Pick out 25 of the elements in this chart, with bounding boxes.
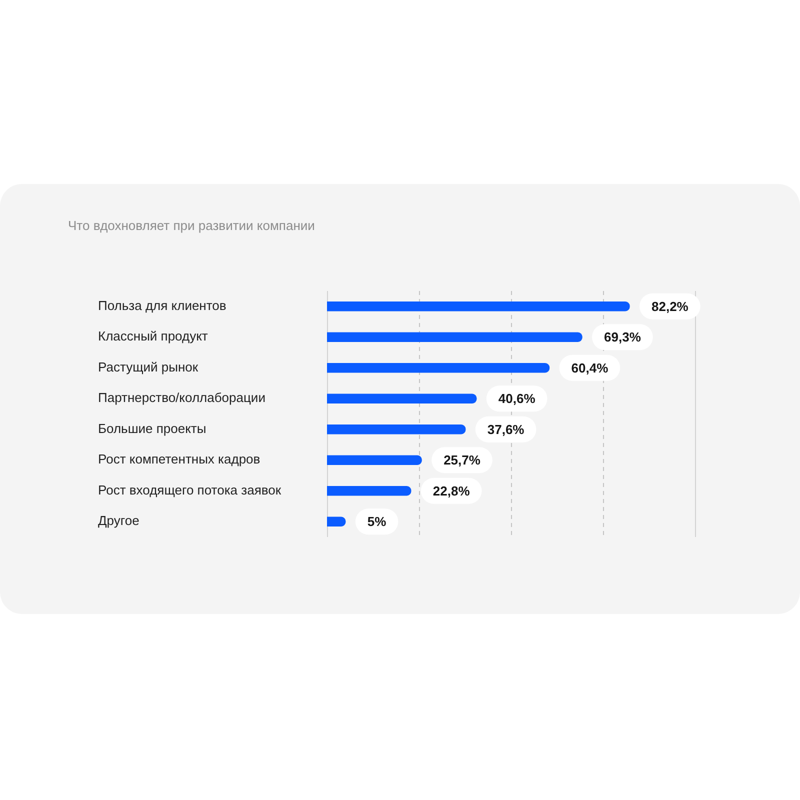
y-tick-label: Рост входящего потока заявок [98,482,282,498]
bar [327,332,582,342]
bar [327,516,346,526]
data-label: 82,2% [651,298,689,314]
bar [327,486,412,496]
bar [327,424,466,434]
data-label: 40,6% [498,391,536,406]
data-label: 69,3% [604,330,642,345]
y-tick-label: Растущий рынок [98,359,198,374]
data-label: 60,4% [571,360,609,376]
data-label: 5% [367,514,387,530]
bar [327,394,477,404]
y-tick-label: Классный продукт [98,328,208,344]
bar [327,302,630,312]
y-tick-label: Польза для клиентов [98,298,226,313]
data-label: 22,8% [432,483,470,498]
y-tick-label: Другое [98,513,140,528]
y-tick-label: Рост компетентных кадров [98,452,260,467]
data-label: 37,6% [487,422,525,437]
y-tick-label: Большие проекты [98,420,206,436]
bar [327,363,550,373]
data-label: 25,7% [444,452,481,468]
y-tick-label: Партнерство/коллаборации [98,390,266,406]
bar [327,455,422,465]
text: Что вдохновляет при развитии компании [68,218,315,233]
